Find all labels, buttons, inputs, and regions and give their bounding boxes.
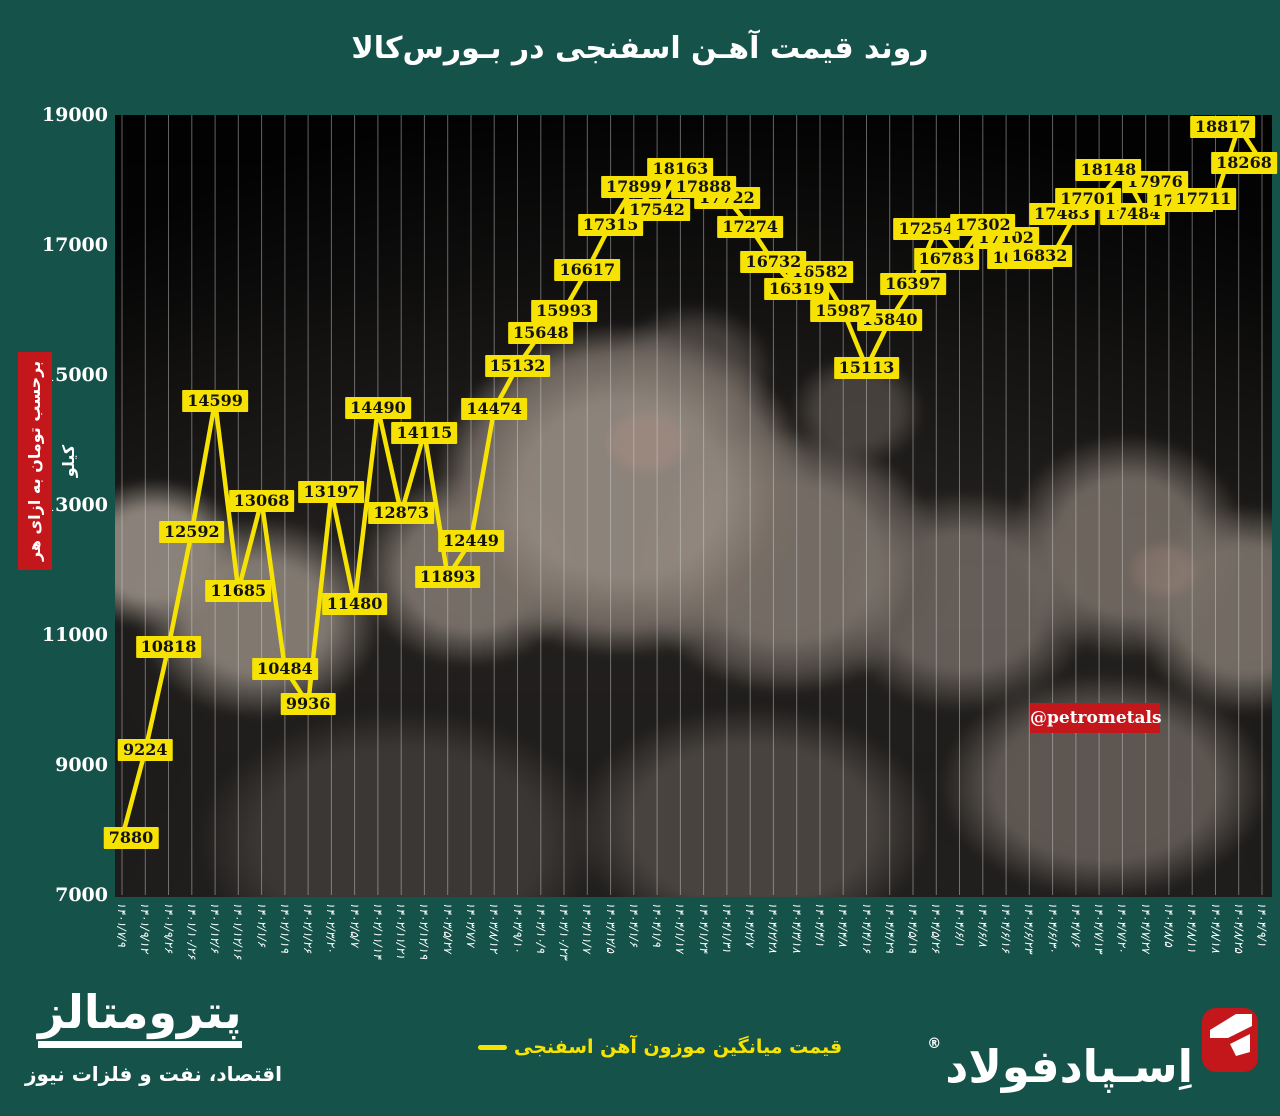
brand-logo-icon bbox=[1202, 1008, 1258, 1072]
x-axis-tick-label: ۱۴۰۲/۳/۲۰ bbox=[324, 902, 339, 953]
legend: قیمت میانگین موزون آهن اسفنجی bbox=[478, 1033, 842, 1061]
x-axis-tick-label: ۱۴۰۲/۱۱/۱۴ bbox=[370, 902, 385, 960]
legend-label: قیمت میانگین موزون آهن اسفنجی bbox=[514, 1036, 843, 1058]
watermark-badge: @petrometals bbox=[1030, 703, 1162, 733]
brand-name-text: اِسـپادفولاد bbox=[945, 1040, 1193, 1093]
x-axis-tick-label: ۱۴۰۴/۴/۱ bbox=[813, 902, 827, 947]
plot-area bbox=[115, 115, 1272, 897]
x-axis-tick-label: ۱۴۰۳/۱۰/۲۳ bbox=[557, 902, 571, 960]
x-axis-tick-label: ۱۴۰۴/۸/۲۵ bbox=[1231, 902, 1246, 953]
x-axis-tick-label: ۱۴۰۲/۱/۲۶ bbox=[301, 902, 316, 953]
x-axis-tick-label: ۱۴۰۴/۷/۲۰ bbox=[1115, 902, 1130, 953]
x-axis-tick-label: ۱۴۰۴/۶/۲۳ bbox=[1022, 902, 1037, 953]
x-axis-tick-label: ۱۴۰۳/۹/۱۰ bbox=[510, 902, 525, 953]
publisher-tagline: اقتصاد، نفت و فلزات نیوز bbox=[25, 1062, 282, 1086]
x-axis-tick-label: ۱۴۰۳/۷/۷ bbox=[464, 902, 478, 947]
x-axis-tick-label: ۱۴۰۴/۶/۱ bbox=[952, 902, 967, 947]
x-axis-tick-label: ۱۴۰۲/۱۱/۲۱ bbox=[394, 902, 409, 960]
x-axis-tick-label: ۱۴۰۴/۷/۱۳ bbox=[1092, 902, 1107, 953]
brand-name: اِسـپادفولاد® bbox=[927, 1004, 1193, 1107]
x-axis-tick-label: ۱۴۰۴/۵/۱۹ bbox=[906, 902, 920, 953]
x-axis-tick-label: ۱۴۰۴/۶/۳۰ bbox=[1045, 902, 1060, 953]
y-axis-tick-label: 11000 bbox=[41, 624, 108, 646]
x-axis-tick-label: ۱۴۰۳/۱۱/۷ bbox=[580, 902, 595, 953]
x-axis-tick-label: ۱۴۰۴/۱/۶ bbox=[626, 902, 641, 947]
x-axis-tick-label: ۱۴۰۲/۱/۱۹ bbox=[277, 902, 292, 953]
x-axis-tick-label: ۱۴۰۴/۲/۲۸ bbox=[766, 902, 781, 953]
x-axis-tick-label: ۱۴۰۱/۱۰/۲۶ bbox=[184, 902, 199, 960]
x-axis-tick-label: ۱۴۰۴/۷/۲۷ bbox=[1138, 902, 1153, 953]
y-axis-unit-label: برحسب تومان به ازای هر کیلو bbox=[18, 352, 78, 570]
x-axis-tick-label: ۱۴۰۲/۱/۶ bbox=[254, 902, 269, 947]
x-axis-tick-label: ۱۴۰۲/۵/۷ bbox=[347, 902, 362, 947]
publisher-name: پترومتالز bbox=[38, 986, 242, 1048]
x-axis-tick-label: ۱۴۰۱/۹/۲۶ bbox=[161, 902, 176, 953]
x-axis-tick-label: ۱۴۰۴/۷/۶ bbox=[1068, 902, 1083, 947]
x-axis-tick-label: ۱۴۰۴/۸/۵ bbox=[1161, 902, 1176, 947]
x-axis-tick-label: ۱۴۰۴/۶/۸ bbox=[975, 902, 990, 947]
chart-title: روند قیمت آهـن اسفنجی در بـورس‌کالا bbox=[351, 31, 929, 66]
x-axis-tick-label: ۱۴۰۴/۴/۸ bbox=[836, 902, 851, 947]
iron-pellets-photo-background bbox=[115, 115, 1272, 897]
y-axis-tick-label: 9000 bbox=[55, 754, 108, 776]
x-axis-tick-label: ۱۴۰۴/۱/۱۷ bbox=[673, 902, 688, 953]
x-axis-tick-label: ۱۴۰۴/۱/۳۱ bbox=[719, 902, 734, 953]
x-axis-tick-label: ۱۴۰۳/۱۰/۹ bbox=[533, 902, 548, 953]
x-axis-tick-label: ۱۴۰۳/۱۲/۵ bbox=[603, 902, 618, 953]
x-axis-tick-label: ۱۴۰۱/۱۲/۱۶ bbox=[231, 902, 246, 960]
x-axis-tick-label: ۱۴۰۴/۴/۲۹ bbox=[882, 902, 897, 953]
x-axis-tick-label: ۱۴۰۱/۷/۹ bbox=[115, 902, 129, 947]
registered-mark: ® bbox=[927, 1036, 942, 1052]
y-axis-tick-label: 7000 bbox=[55, 884, 108, 906]
y-axis-tick-label: 17000 bbox=[41, 234, 108, 256]
x-axis-tick-label: ۱۴۰۳/۵/۲۷ bbox=[440, 902, 455, 953]
x-axis-tick-label: ۱۴۰۴/۶/۱۶ bbox=[999, 902, 1014, 953]
x-axis-tick-label: ۱۴۰۴/۹/۱ bbox=[1255, 902, 1269, 947]
x-axis-tick-label: ۱۴۰۴/۴/۱۶ bbox=[859, 902, 874, 953]
x-axis-tick-label: ۱۴۰۴/۱/۹ bbox=[650, 902, 665, 947]
x-axis-tick-label: ۱۴۰۴/۲/۷ bbox=[743, 902, 758, 947]
x-axis-tick-label: ۱۴۰۱/۱۲/۶ bbox=[208, 902, 223, 953]
x-axis-tick-label: ۱۴۰۳/۸/۱۲ bbox=[487, 902, 502, 953]
x-axis-tick-label: ۱۴۰۴/۱/۲۴ bbox=[696, 902, 711, 953]
y-axis-tick-label: 19000 bbox=[41, 104, 108, 126]
x-axis-tick-label: ۱۴۰۴/۳/۱۸ bbox=[789, 902, 804, 953]
x-axis-tick-label: ۱۴۰۴/۸/۱۱ bbox=[1185, 902, 1200, 953]
x-axis-tick-label: ۱۴۰۲/۱۲/۱۹ bbox=[417, 902, 432, 960]
publisher-logo: پترومتالز bbox=[38, 986, 242, 1048]
x-axis-tick-label: ۱۴۰۱/۹/۱۲ bbox=[138, 902, 153, 953]
x-axis-tick-label: ۱۴۰۴/۸/۱۸ bbox=[1208, 902, 1223, 953]
legend-line-swatch-icon bbox=[478, 1044, 507, 1050]
x-axis-tick-label: ۱۴۰۴/۵/۲۶ bbox=[929, 902, 944, 953]
